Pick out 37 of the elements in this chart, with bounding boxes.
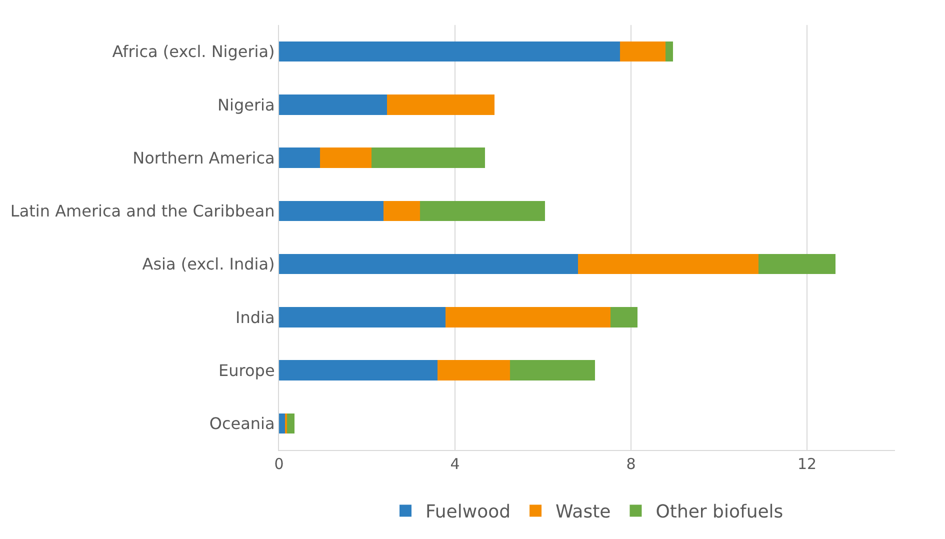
y-tick-label: Asia (excl. India) [142,254,275,274]
bar [279,307,446,328]
x-tick-label: 4 [450,455,460,473]
x-tick-label: 8 [626,455,636,473]
y-tick-label: Europe [218,360,275,380]
bar [371,148,485,168]
bar [510,360,595,380]
bar [420,200,546,222]
y-tick-label: Latin America and the Caribbean [10,202,275,221]
bar [320,148,372,168]
y-tick-label: Oceania [209,414,275,434]
bar [437,360,510,380]
bar [578,254,759,274]
bar [279,254,578,274]
bar [279,41,620,62]
x-tick-label: 0 [274,455,284,473]
bar [384,200,420,222]
bar [279,413,286,434]
bar [279,360,438,380]
y-tick-label: Africa (excl. Nigeria) [112,42,275,62]
y-tick-label: Nigeria [218,95,275,114]
legend-label: Fuelwood [426,502,511,523]
bar [445,307,610,328]
bar [386,94,495,115]
bar [665,41,673,62]
y-tick-label: Northern America [132,148,275,168]
bar [286,413,294,434]
bar [610,307,638,328]
bar [279,148,320,168]
legend-label: Other biofuels [656,502,784,523]
bar [279,200,384,222]
x-tick-label: 12 [797,455,817,473]
y-tick-label: India [236,308,275,327]
legend-label: Waste [556,502,611,523]
bar [758,254,836,274]
bar [620,41,666,62]
bar [279,94,387,115]
